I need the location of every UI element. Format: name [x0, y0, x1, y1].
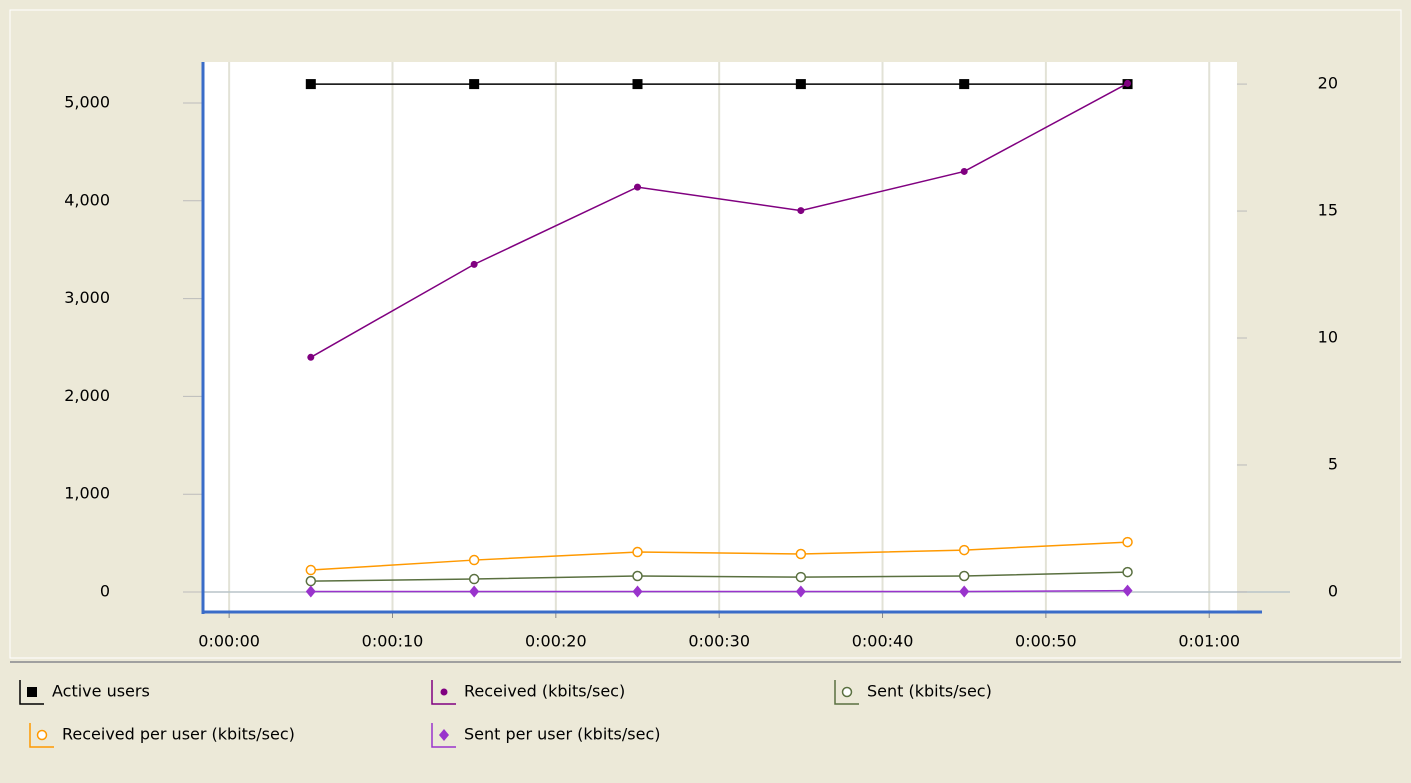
legend-swatch	[841, 686, 853, 698]
legend-label: Active users	[52, 682, 150, 701]
data-point	[468, 573, 480, 585]
data-point	[795, 548, 807, 560]
data-point	[469, 79, 480, 90]
data-point	[959, 79, 970, 90]
legend-frame	[19, 680, 44, 705]
data-point	[634, 183, 642, 191]
data-point	[1122, 536, 1133, 548]
data-point	[1124, 79, 1132, 87]
data-point	[632, 570, 643, 582]
y2-tick-label: 10	[1318, 328, 1338, 347]
legend-frame	[29, 723, 54, 748]
series-line	[310, 571, 1128, 582]
data-point	[960, 167, 968, 175]
x-tick-label: 0:01:00	[1178, 632, 1240, 651]
data-point	[632, 546, 643, 558]
data-point	[305, 575, 317, 587]
legend-label: Sent (kbits/sec)	[867, 682, 992, 701]
data-point	[468, 554, 480, 566]
legend-swatch	[440, 688, 448, 696]
legend-swatch	[439, 729, 449, 741]
y-tick-label: 3,000	[64, 288, 110, 307]
legend-frame	[431, 680, 456, 705]
data-point	[958, 570, 970, 582]
data-point	[305, 564, 317, 576]
data-point	[795, 79, 806, 90]
x-tick-label: 0:00:50	[1015, 632, 1077, 651]
series-line	[310, 589, 1128, 593]
data-point	[307, 353, 315, 361]
y2-tick-label: 0	[1328, 581, 1338, 600]
data-point	[469, 585, 480, 598]
data-point	[305, 585, 316, 598]
y-tick-label: 5,000	[64, 92, 110, 111]
y2-tick-label: 15	[1318, 201, 1338, 220]
series-line	[310, 82, 1128, 358]
y-tick-label: 4,000	[64, 190, 110, 209]
legend-swatch	[27, 687, 37, 697]
y-tick-label: 0	[100, 582, 110, 601]
data-point	[959, 585, 970, 598]
legend-frame	[834, 680, 859, 705]
x-tick-label: 0:00:10	[362, 632, 424, 651]
legend-label: Received per user (kbits/sec)	[62, 725, 295, 744]
x-tick-label: 0:00:00	[198, 632, 260, 651]
legend-label: Sent per user (kbits/sec)	[464, 725, 660, 744]
legend-swatch	[36, 729, 48, 741]
y2-tick-label: 20	[1318, 74, 1338, 93]
data-point	[1122, 584, 1133, 597]
data-point	[470, 260, 478, 268]
data-point	[795, 585, 806, 598]
legend-panel	[10, 664, 1401, 779]
data-point	[632, 79, 643, 90]
y2-tick-label: 5	[1328, 454, 1338, 473]
x-tick-label: 0:00:20	[525, 632, 587, 651]
data-point	[632, 585, 643, 598]
x-tick-label: 0:00:30	[688, 632, 750, 651]
legend-label: Received (kbits/sec)	[464, 682, 625, 701]
y-tick-label: 2,000	[64, 386, 110, 405]
x-tick-label: 0:00:40	[852, 632, 914, 651]
data-point	[797, 207, 805, 215]
data-point	[305, 79, 316, 90]
legend-frame	[431, 723, 456, 748]
data-point	[795, 571, 807, 583]
data-point	[1122, 566, 1133, 578]
series-line	[310, 541, 1128, 571]
y-tick-label: 1,000	[64, 484, 110, 503]
data-point	[958, 544, 970, 556]
